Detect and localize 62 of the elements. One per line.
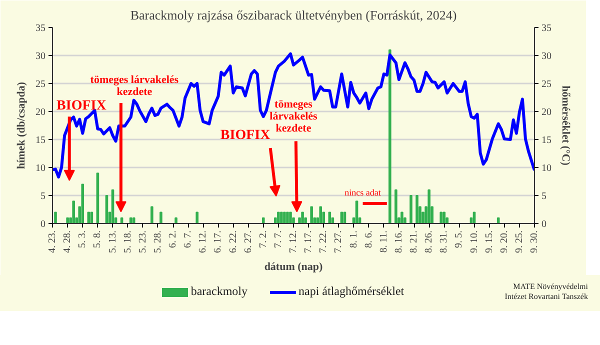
y-axis-title: hímek (db/csapda) — [16, 82, 28, 170]
x-tick-label: 9. 10. — [468, 230, 480, 253]
legend-label: napi átlaghőmérséklet — [298, 284, 404, 298]
annotation: nincs adat — [344, 188, 382, 198]
x-tick-label: 9. 25. — [514, 230, 525, 253]
y2-tick-label: 25 — [542, 79, 552, 90]
x-tick-label: 9. 20. — [498, 230, 510, 253]
x-tick-label: 5. 28. — [152, 230, 164, 253]
y-tick-label: 30 — [36, 51, 46, 62]
x-tick-label: 7. 2. — [258, 230, 269, 248]
chart-title: Barackmoly rajzása őszibarack ültetvényben (Forráskút, 2024) — [130, 8, 457, 22]
x-tick-label: 5. 8. — [92, 230, 104, 248]
x-tick-label: 6. 12. — [198, 230, 209, 253]
annotation: BIOFIX — [220, 128, 270, 144]
x-tick-label: 6. 7. — [182, 230, 194, 248]
x-tick-label: 6. 17. — [212, 230, 224, 253]
x-tick-label: 6. 27. — [242, 230, 254, 253]
y2-tick-label: 30 — [542, 51, 552, 62]
annotation: tömeges lárvakelés kezdete — [270, 98, 318, 134]
x-tick-label: 4. 28. — [62, 230, 74, 253]
annotation: tömeges lárvakelés kezdete — [90, 74, 180, 98]
y2-tick-label: 10 — [542, 163, 552, 174]
x-tick-label: 5. 13. — [107, 230, 118, 253]
x-tick-label: 6. 22. — [228, 230, 239, 253]
y2-tick-label: 35 — [542, 23, 552, 34]
y-tick-label: 35 — [36, 23, 46, 34]
x-tick-label: 8. 11. — [378, 230, 390, 253]
x-tick-label: 9. 30. — [529, 230, 540, 253]
x-axis-title: dátum (nap) — [264, 261, 324, 273]
y-tick-label: 20 — [36, 107, 46, 118]
y2-tick-label: 20 — [542, 107, 552, 118]
y2-axis-title: hőmérséklet (°C) — [560, 86, 572, 166]
y-tick-label: 25 — [36, 79, 46, 90]
x-tick-label: 8. 26. — [424, 230, 435, 253]
x-tick-label: 7. 22. — [318, 230, 330, 253]
y2-tick-label: 0 — [542, 219, 546, 230]
x-tick-label: 8. 6. — [363, 230, 374, 248]
x-tick-label: 5. 3. — [77, 230, 88, 248]
y2-tick-label: 15 — [542, 135, 552, 146]
x-tick-label: 7. 17. — [303, 230, 314, 253]
line-series — [52, 52, 534, 179]
y-tick-label: 10 — [36, 163, 46, 174]
x-tick-label: 7. 27. — [333, 230, 344, 253]
x-tick-label: 5. 23. — [137, 230, 148, 253]
legend-label: barackmoly — [190, 284, 248, 298]
x-tick-label: 8. 1. — [348, 230, 360, 248]
x-tick-label: 9. 15. — [484, 230, 495, 253]
x-tick-label: 9. 5. — [454, 230, 465, 248]
y2-tick-label: 5 — [542, 191, 546, 202]
x-tick-label: 5. 18. — [122, 230, 134, 253]
x-tick-label: 8. 16. — [393, 230, 404, 253]
x-tick-label: 7. 7. — [272, 230, 284, 248]
y-tick-label: 5 — [40, 191, 46, 202]
x-tick-label: 7. 12. — [288, 230, 299, 253]
y-tick-label: 15 — [36, 135, 46, 146]
annotation: BIOFIX — [56, 98, 106, 114]
text: MATE Növényvédelmi Intézet Rovartani Tanszék — [504, 282, 588, 302]
y-tick-label: 0 — [40, 219, 46, 230]
x-tick-label: 8. 21. — [408, 230, 420, 253]
x-tick-label: 4. 23. — [47, 230, 58, 253]
x-tick-label: 8. 31. — [438, 230, 450, 253]
x-tick-label: 6. 2. — [168, 230, 178, 248]
